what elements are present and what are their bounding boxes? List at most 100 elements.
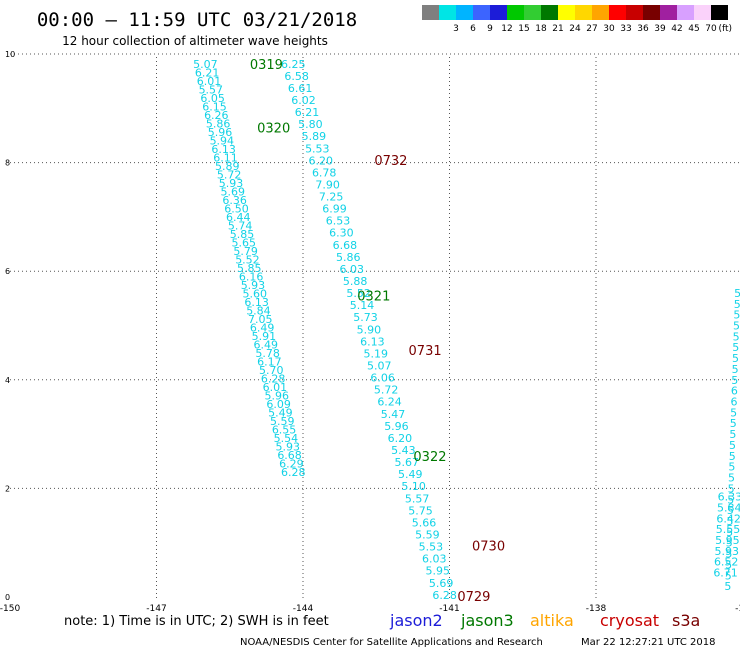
colorbar-tick-label: 30 bbox=[603, 24, 615, 34]
swh-value-track-c: 5 bbox=[733, 309, 740, 322]
swh-value-track-b: 6.99 bbox=[322, 203, 347, 216]
swh-value-track-a: 6.01 bbox=[197, 75, 222, 88]
colorbar-tick-label: 3 bbox=[453, 24, 459, 34]
swh-value-track-a: 5.78 bbox=[255, 347, 280, 360]
pass-time-label: 0730 bbox=[472, 539, 505, 554]
legend-satellite-jason2: jason2 bbox=[389, 611, 443, 630]
colorbar-swatch bbox=[422, 5, 439, 20]
pass-time-label: 0731 bbox=[409, 344, 442, 359]
swh-value-track-c: 5 bbox=[733, 330, 740, 343]
swh-value-track-b: 6.61 bbox=[288, 82, 313, 95]
swh-value-track-b: 5.96 bbox=[384, 420, 409, 433]
swh-value-track-b: 5.86 bbox=[336, 251, 361, 264]
swh-value-track-b: 5.69 bbox=[429, 577, 454, 590]
swh-value-track-c: 5 bbox=[727, 493, 734, 506]
colorbar-tick-label: 15 bbox=[518, 24, 529, 34]
swh-value-track-b: 5.59 bbox=[415, 528, 440, 541]
x-tick-label: -144 bbox=[293, 604, 314, 614]
swh-value-track-a: 5.57 bbox=[199, 83, 224, 96]
swh-value-track-b: 5.47 bbox=[381, 408, 406, 421]
swh-value-track-b: 5.14 bbox=[350, 299, 375, 312]
swh-value-track-a: 6.13 bbox=[244, 296, 269, 309]
colorbar-tick-label: 21 bbox=[552, 24, 563, 34]
swh-value-track-a: 5.54 bbox=[274, 432, 299, 445]
swh-value-track-b: 5.53 bbox=[305, 142, 330, 155]
swh-value-track-c: 5 bbox=[732, 341, 739, 354]
swh-value-track-b: 7.90 bbox=[315, 178, 340, 191]
swh-value-track-c: 5 bbox=[725, 548, 732, 561]
swh-value-track-a: 5.94 bbox=[210, 134, 235, 147]
legend-satellite-jason3: jason3 bbox=[460, 611, 514, 630]
swh-value-track-a: 5.96 bbox=[208, 126, 233, 139]
swh-value-track-a: 6.15 bbox=[202, 100, 227, 113]
grid-lines bbox=[10, 53, 740, 600]
colorbar-tick-label: 42 bbox=[671, 24, 682, 34]
swh-value-track-a: 5.59 bbox=[270, 415, 295, 428]
y-tick-label: 4 bbox=[5, 376, 10, 385]
colorbar-swatch bbox=[626, 5, 643, 20]
swh-value-track-b: 7.25 bbox=[319, 191, 344, 204]
swh-value-track-a: 5.96 bbox=[265, 390, 290, 403]
swh-value-track-a: 6.55 bbox=[272, 424, 297, 437]
x-tick-label: -147 bbox=[146, 604, 166, 614]
pass-time-label: 0321 bbox=[357, 290, 390, 305]
colorbar-swatch bbox=[473, 5, 490, 20]
colorbar-tick-label: 12 bbox=[501, 24, 512, 34]
swh-value-track-b: 5.19 bbox=[364, 347, 389, 360]
swh-value-track-b: 5.95 bbox=[425, 565, 450, 578]
swh-value-track-b: 6.30 bbox=[329, 227, 354, 240]
swh-value-track-b: 5.80 bbox=[298, 118, 323, 131]
footer-credit: NOAA/NESDIS Center for Satellite Applica… bbox=[240, 637, 543, 648]
swh-value-track-c: 5.95 bbox=[715, 534, 740, 547]
x-tick-label: -150 bbox=[0, 604, 20, 614]
pass-time-label: 0729 bbox=[457, 590, 490, 605]
swh-value-track-c: 5 bbox=[729, 450, 736, 463]
legend-satellite-s3a: s3a bbox=[672, 611, 700, 630]
swh-value-track-c: 5 bbox=[731, 374, 738, 387]
swh-value-track-a: 5.79 bbox=[233, 245, 258, 258]
colorbar-swatch bbox=[592, 5, 609, 20]
colorbar-swatch bbox=[558, 5, 575, 20]
swh-value-track-b: 6.03 bbox=[339, 263, 364, 276]
colorbar-swatch bbox=[541, 5, 558, 20]
swh-value-track-a: 6.44 bbox=[226, 211, 251, 224]
swh-value-track-b: 6.06 bbox=[370, 372, 395, 385]
colorbar-swatch bbox=[456, 5, 473, 20]
swh-value-track-a: 6.05 bbox=[200, 92, 225, 105]
swh-value-track-a: 5.74 bbox=[228, 219, 253, 232]
swh-value-track-a: 6.50 bbox=[224, 202, 249, 215]
swh-value-track-c: 5 bbox=[727, 504, 734, 517]
swh-value-track-a: 5.69 bbox=[221, 185, 246, 198]
swh-value-track-a: 5.49 bbox=[268, 407, 293, 420]
swh-value-track-a: 6.28 bbox=[261, 373, 286, 386]
colorbar-swatch bbox=[660, 5, 677, 20]
colorbar-swatch bbox=[490, 5, 507, 20]
swh-value-track-b: 6.25 bbox=[281, 58, 306, 71]
footer-note: note: 1) Time is in UTC; 2) SWH is in fe… bbox=[64, 614, 329, 629]
swh-value-track-a: 5.07 bbox=[193, 58, 218, 71]
colorbar-swatch bbox=[575, 5, 592, 20]
swh-value-track-c: 5 bbox=[732, 352, 739, 365]
swh-value-track-b: 5.43 bbox=[391, 444, 416, 457]
swh-value-track-b: 6.68 bbox=[333, 239, 358, 252]
swh-value-track-a: 7.05 bbox=[248, 313, 273, 326]
swh-value-track-a: 6.68 bbox=[277, 449, 302, 462]
swh-value-track-b: 6.53 bbox=[326, 215, 351, 228]
colorbar-swatch bbox=[439, 5, 456, 20]
colorbar-swatch bbox=[609, 5, 626, 20]
swh-value-track-c: 6.71 bbox=[713, 567, 738, 580]
wave-height-values: 5.076.216.015.576.056.156.265.865.965.94… bbox=[193, 58, 740, 602]
satellite-legend: jason2 jason3 altika cryosat s3a bbox=[389, 611, 700, 630]
y-tick-label: 10 bbox=[5, 50, 15, 59]
colorbar-swatch bbox=[524, 5, 541, 20]
swh-value-track-a: 6.01 bbox=[263, 381, 288, 394]
color-scale-legend: 3 6 9 12 15 18 21 24 27 30 33 36 39 42 45 70 (ft) bbox=[422, 5, 732, 34]
swh-value-track-a: 5.65 bbox=[232, 236, 257, 249]
swh-value-track-b: 5.07 bbox=[367, 360, 392, 373]
colorbar-swatch bbox=[507, 5, 524, 20]
axis-ticks: 0 2 4 6 8 10 -150 -147 -144 -141 -138 -13 bbox=[0, 50, 740, 614]
swh-value-track-a: 6.13 bbox=[211, 143, 236, 156]
swh-value-track-b: 5.75 bbox=[408, 504, 433, 517]
swh-value-track-a: 6.26 bbox=[204, 109, 229, 122]
